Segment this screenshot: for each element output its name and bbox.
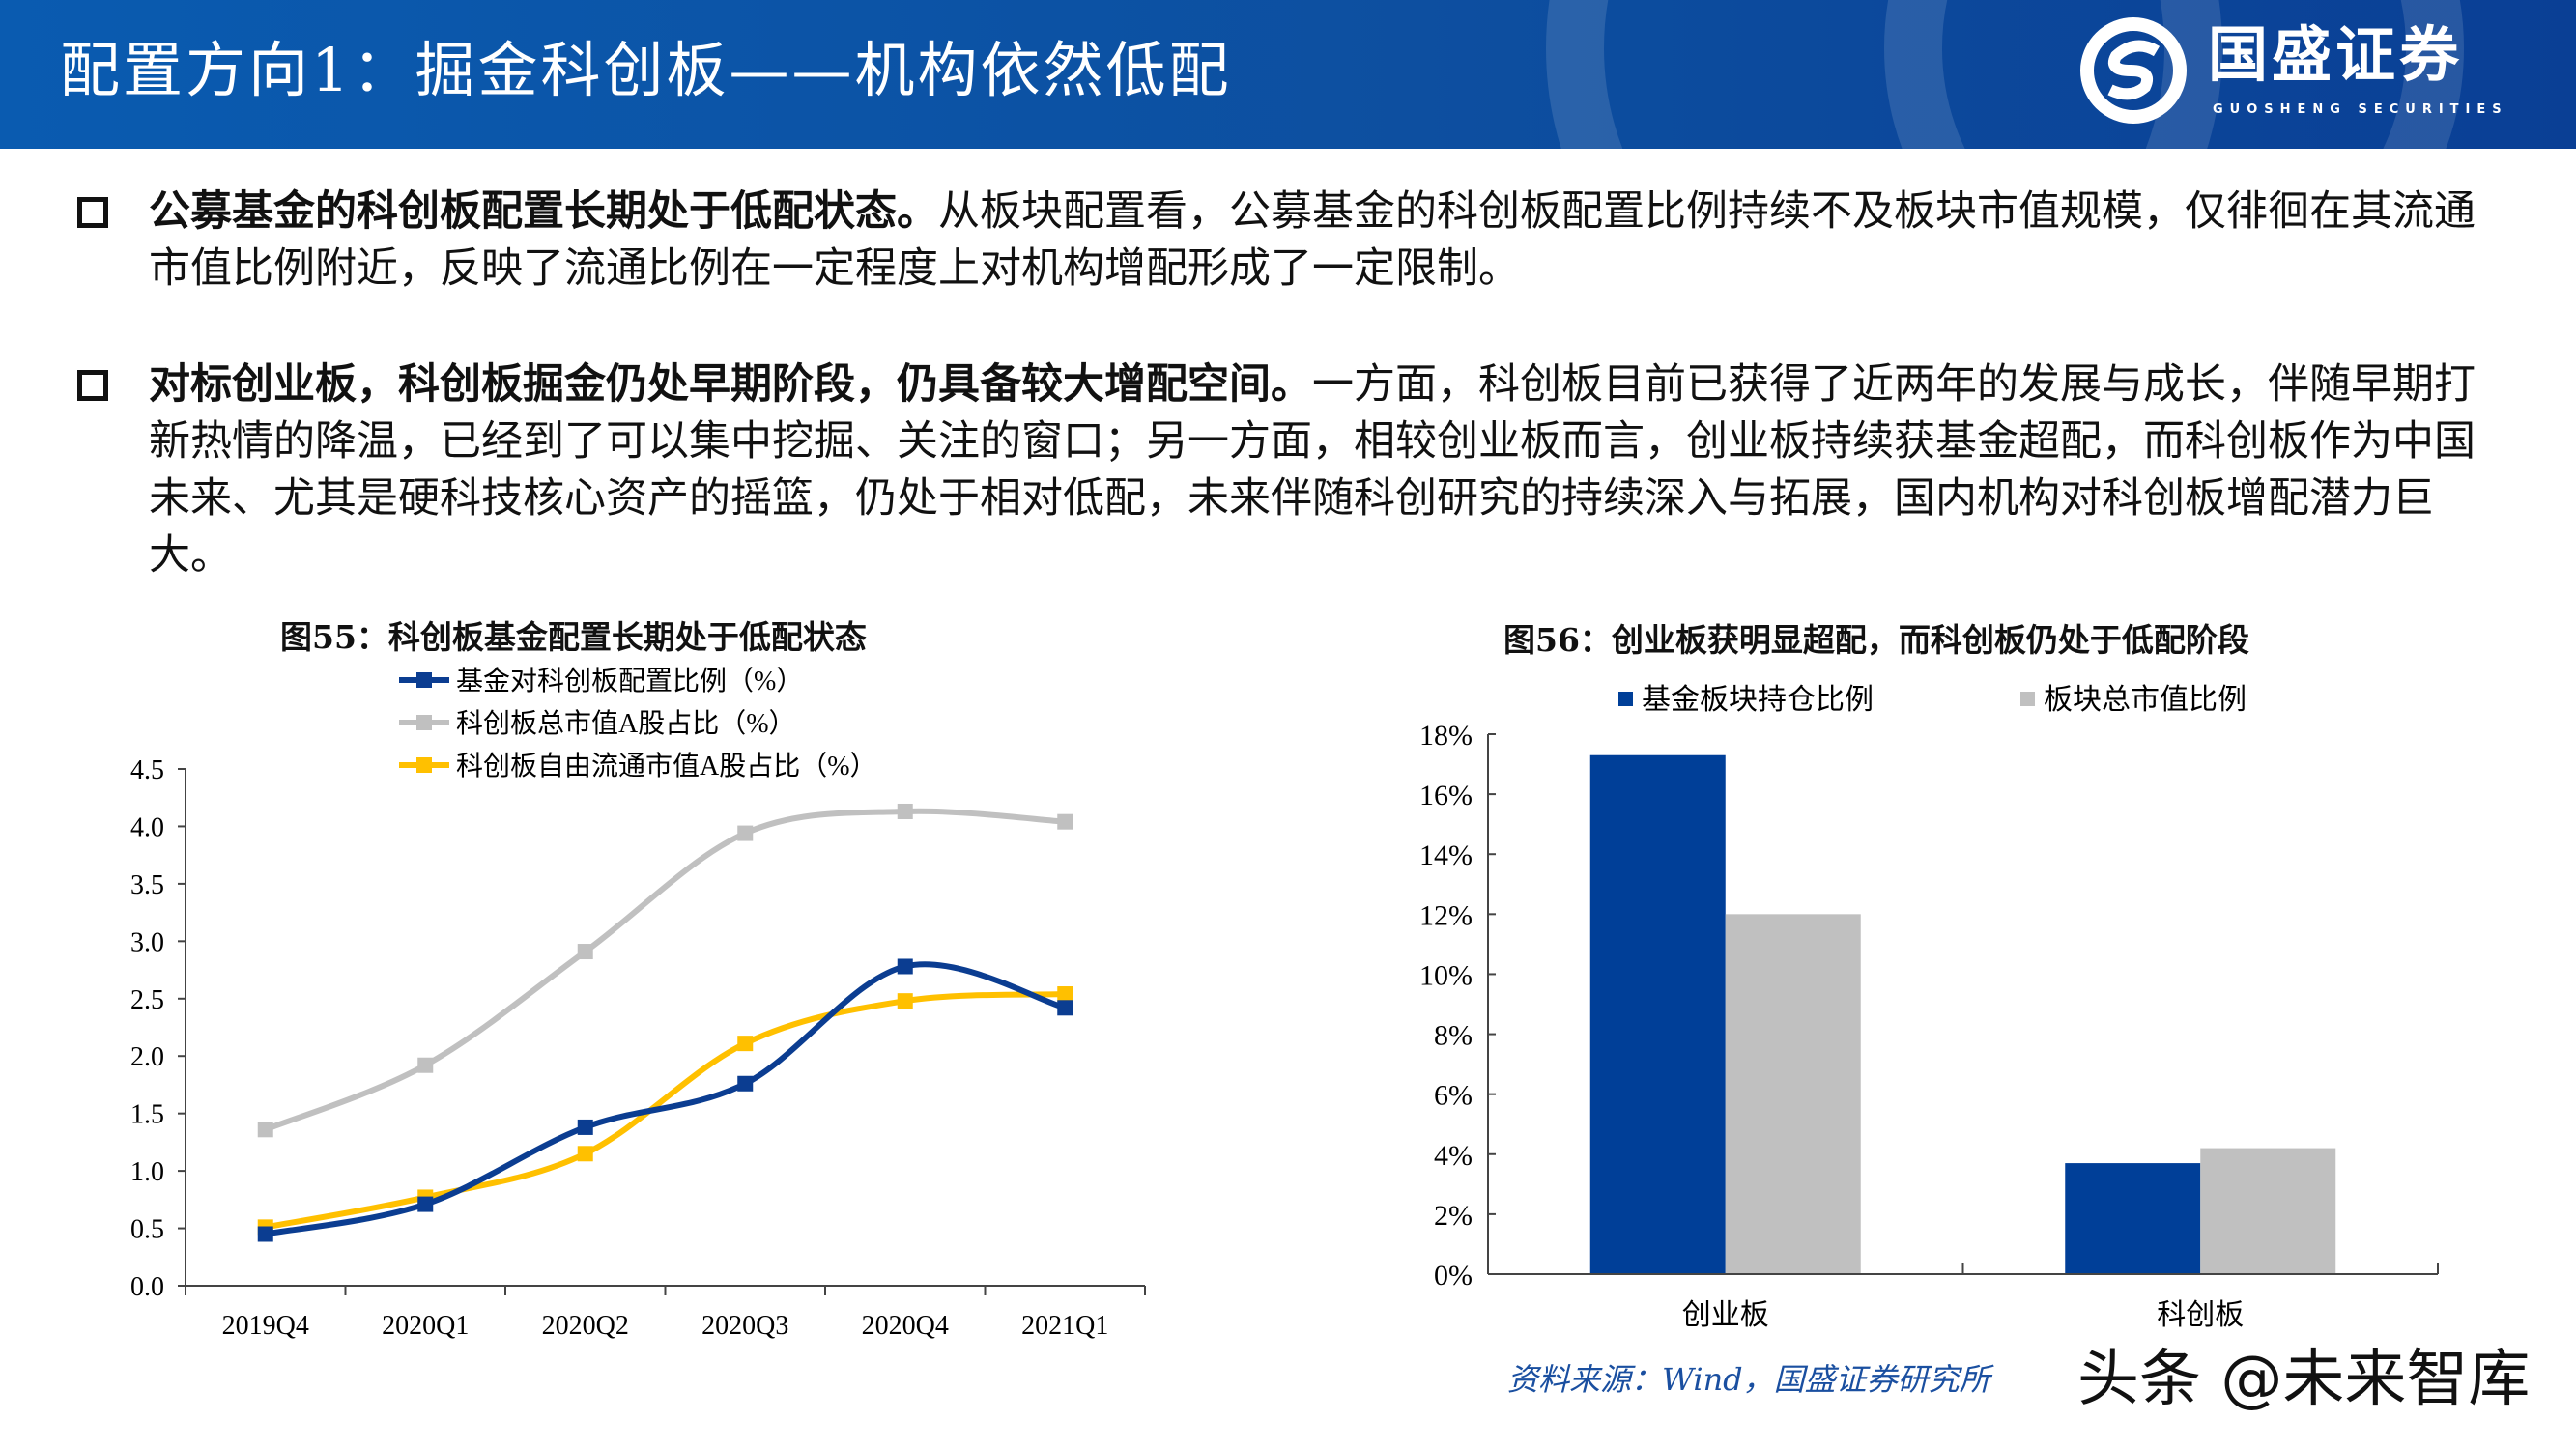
y-tick-label: 8% [1434, 1020, 1473, 1052]
y-tick-label: 1.5 [130, 1100, 164, 1130]
data-point-marker [737, 1075, 754, 1092]
legend-marker [416, 715, 432, 730]
bar-科创板-1 [2200, 1148, 2336, 1274]
data-point-marker [417, 1057, 434, 1073]
y-tick-label: 0.5 [130, 1215, 164, 1245]
bar-chart: 0% 2% 4% 6% 8% 10% 12% 14% 16% 18% 创业板 科创板 基金板块持仓比例 板… [1419, 684, 2439, 1331]
x-tick-label: 2021Q1 [1021, 1311, 1108, 1341]
legend-label: 基金板块持仓比例 [1642, 684, 1874, 716]
guosheng-logo-icon [2080, 17, 2187, 124]
square-bullet-icon [77, 370, 108, 401]
x-tick-label: 2019Q4 [222, 1311, 309, 1341]
chart-56-title: 图56：创业板获明显超配，而科创板仍处于低配阶段 [1503, 621, 2249, 659]
x-tick-label: 2020Q4 [862, 1311, 949, 1341]
line-chart: 0.0 0.5 1.0 1.5 2.0 2.5 3.0 3.5 4.0 4.5 2019Q4 2020… [130, 666, 1146, 1341]
y-tick-label: 0% [1434, 1260, 1473, 1292]
source-note: 资料来源：Wind，国盛证券研究所 [1507, 1361, 1990, 1398]
bullet-text: 从板块配置看，公募基金的科创板配置比例持续不及板块市值规模，仅徘徊在其流通市值比… [149, 187, 2476, 293]
y-tick-label: 10% [1419, 959, 1473, 991]
legend-label: 基金对科创板配置比例（%） [456, 666, 803, 696]
bar-科创板-0 [2065, 1163, 2201, 1274]
bar-创业板-0 [1589, 754, 1726, 1274]
legend-label: 科创板自由流通市值A股占比（%） [456, 751, 877, 781]
bullet-heading: 对标创业板，科创板掘金仍处早期阶段，仍具备较大增配空间。 [149, 360, 1312, 409]
y-tick-label: 4.0 [130, 812, 164, 842]
data-point-marker [417, 1196, 434, 1212]
header-banner: 配置方向1：掘金科创板——机构依然低配 国盛证券 GUOSHENG SECURI… [0, 0, 2576, 149]
data-point-marker [577, 1146, 593, 1162]
series-line-0 [265, 961, 1067, 1237]
legend-swatch [2020, 692, 2035, 706]
bullet-heading: 公募基金的科创板配置长期处于低配状态。 [149, 187, 938, 236]
data-point-marker [897, 803, 913, 819]
y-tick-label: 6% [1434, 1080, 1473, 1112]
y-tick-label: 18% [1419, 720, 1473, 752]
legend-label: 科创板总市值A股占比（%） [456, 708, 796, 739]
y-tick-label: 2.5 [130, 985, 164, 1015]
data-point-marker [897, 958, 913, 975]
y-tick-label: 3.5 [130, 870, 164, 900]
series-line-1 [264, 808, 1066, 1133]
legend-label: 板块总市值比例 [2044, 684, 2247, 716]
y-tick-label: 14% [1419, 839, 1473, 871]
x-tick-label: 创业板 [1682, 1299, 1769, 1331]
data-point-marker [1057, 1000, 1073, 1016]
data-point-marker [737, 1036, 754, 1052]
y-tick-label: 2.0 [130, 1042, 164, 1072]
x-tick-label: 科创板 [2157, 1299, 2244, 1331]
y-tick-label: 2% [1434, 1200, 1473, 1232]
y-tick-label: 16% [1419, 780, 1473, 811]
page-title: 配置方向1：掘金科创板——机构依然低配 [60, 35, 1232, 105]
legend-marker [416, 757, 432, 773]
logo-subtext: GUOSHENG SECURITIES [2213, 102, 2508, 117]
bullet-paragraph-2: 对标创业板，科创板掘金仍处早期阶段，仍具备较大增配空间。一方面，科创板目前已获得… [77, 356, 2512, 584]
bullet-paragraph-1: 公募基金的科创板配置长期处于低配状态。从板块配置看，公募基金的科创板配置比例持续… [77, 184, 2512, 298]
x-tick-label: 2020Q2 [542, 1311, 629, 1341]
y-tick-label: 0.0 [130, 1272, 164, 1302]
data-point-marker [1057, 986, 1073, 1003]
data-point-marker [577, 944, 593, 960]
x-tick-label: 2020Q3 [701, 1311, 788, 1341]
data-point-marker [257, 1122, 273, 1138]
y-tick-label: 4.5 [130, 755, 164, 785]
bar-创业板-1 [1725, 914, 1861, 1274]
chart-55-title: 图55：科创板基金配置长期处于低配状态 [280, 618, 867, 656]
square-bullet-icon [77, 197, 108, 228]
y-tick-label: 1.0 [130, 1157, 164, 1187]
series-line-2 [265, 991, 1066, 1231]
data-point-marker [257, 1226, 273, 1242]
x-tick-label: 2020Q1 [382, 1311, 469, 1341]
data-point-marker [737, 825, 754, 841]
data-point-marker [897, 993, 913, 1009]
bullet-text: 一方面，科创板目前已获得了近两年的发展与成长，伴随早期打新热情的降温，已经到了可… [149, 360, 2476, 580]
legend-marker [416, 672, 432, 688]
y-tick-label: 12% [1419, 899, 1473, 931]
data-point-marker [577, 1119, 593, 1135]
y-tick-label: 4% [1434, 1140, 1473, 1172]
data-point-marker [1057, 813, 1073, 830]
guosheng-logo: 国盛证券 GUOSHENG SECURITIES [2077, 17, 2541, 133]
y-tick-label: 3.0 [130, 927, 164, 957]
legend-swatch [1618, 692, 1633, 706]
watermark: 头条 @未来智库 [2077, 1344, 2531, 1415]
logo-text: 国盛证券 [2208, 19, 2464, 90]
